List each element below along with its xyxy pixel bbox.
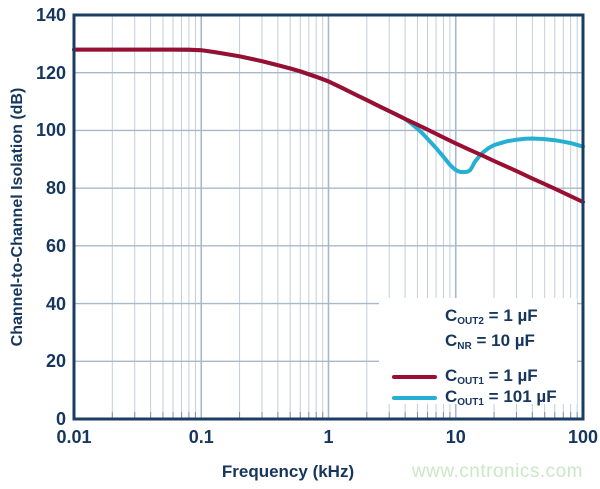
y-tick-label: 120 <box>35 62 66 83</box>
legend-swatch <box>392 395 437 400</box>
y-tick-label: 40 <box>45 293 66 314</box>
legend-entry: COUT1 = 101 µF <box>379 387 577 408</box>
legend-entry-label: COUT1 = 1 µF <box>445 366 538 387</box>
series-line-0 <box>72 47 585 204</box>
legend-entry: COUT1 = 1 µF <box>379 366 577 387</box>
legend-entry-label: COUT1 = 101 µF <box>445 387 557 408</box>
legend: COUT2 = 1 µF CNR = 10 µF COUT1 = 1 µF COUT1… <box>379 298 577 408</box>
y-tick-label: 100 <box>35 120 66 141</box>
x-tick-label: 0.01 <box>56 427 92 447</box>
legend-condition: COUT2 = 1 µF <box>445 306 538 327</box>
y-tick-label: 20 <box>45 351 66 372</box>
x-tick-label: 1 <box>323 427 334 447</box>
y-tick-label: 0 <box>55 409 66 429</box>
x-tick-label: 0.1 <box>188 427 214 447</box>
x-tick-label: 100 <box>567 427 599 447</box>
legend-swatch <box>392 374 437 379</box>
watermark: www.cntronics.com <box>411 461 583 482</box>
y-tick-label: 140 <box>35 5 66 25</box>
y-tick-label: 60 <box>45 235 66 256</box>
legend-entries: COUT1 = 1 µF COUT1 = 101 µF <box>379 366 577 408</box>
plot-border <box>72 13 585 421</box>
y-tick-label: 80 <box>45 178 66 199</box>
x-axis-title: Frequency (kHz) <box>221 462 355 481</box>
legend-condition: CNR = 10 µF <box>445 331 535 352</box>
x-tick-label: 10 <box>445 427 466 447</box>
